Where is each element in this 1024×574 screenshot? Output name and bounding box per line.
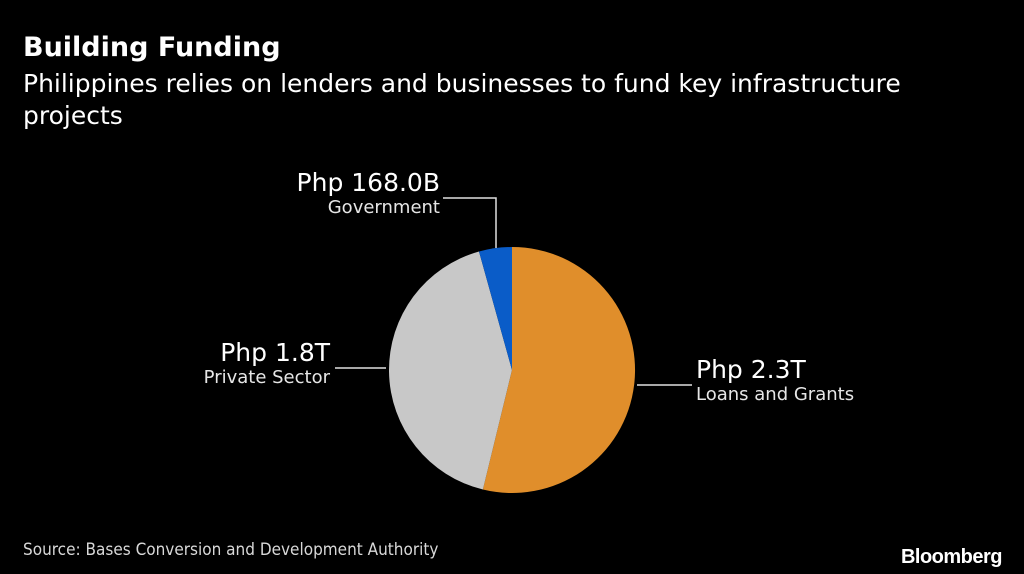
label-private-value: Php 1.8T <box>220 338 330 367</box>
label-loans-value: Php 2.3T <box>696 355 806 384</box>
label-loans-name: Loans and Grants <box>696 384 855 405</box>
label-government-value: Php 168.0B <box>296 168 440 197</box>
label-private-name: Private Sector <box>203 367 330 388</box>
label-private-sector: Php 1.8T Private Sector <box>130 338 330 388</box>
label-loans-and-grants: Php 2.3T Loans and Grants <box>696 355 916 405</box>
leader-line-government <box>443 197 497 248</box>
slice-loans-and-grants <box>482 246 636 494</box>
chart-subtitle: Philippines relies on lenders and busine… <box>23 69 901 130</box>
slice-government <box>479 247 512 370</box>
bloomberg-logo: Bloomberg <box>900 546 1003 568</box>
chart-title: Building Funding <box>23 32 281 63</box>
source-note: Source: Bases Conversion and Development… <box>23 540 439 560</box>
label-government-name: Government <box>327 197 440 218</box>
label-government: Php 168.0B Government <box>240 168 440 218</box>
slice-private-sector <box>388 251 512 490</box>
